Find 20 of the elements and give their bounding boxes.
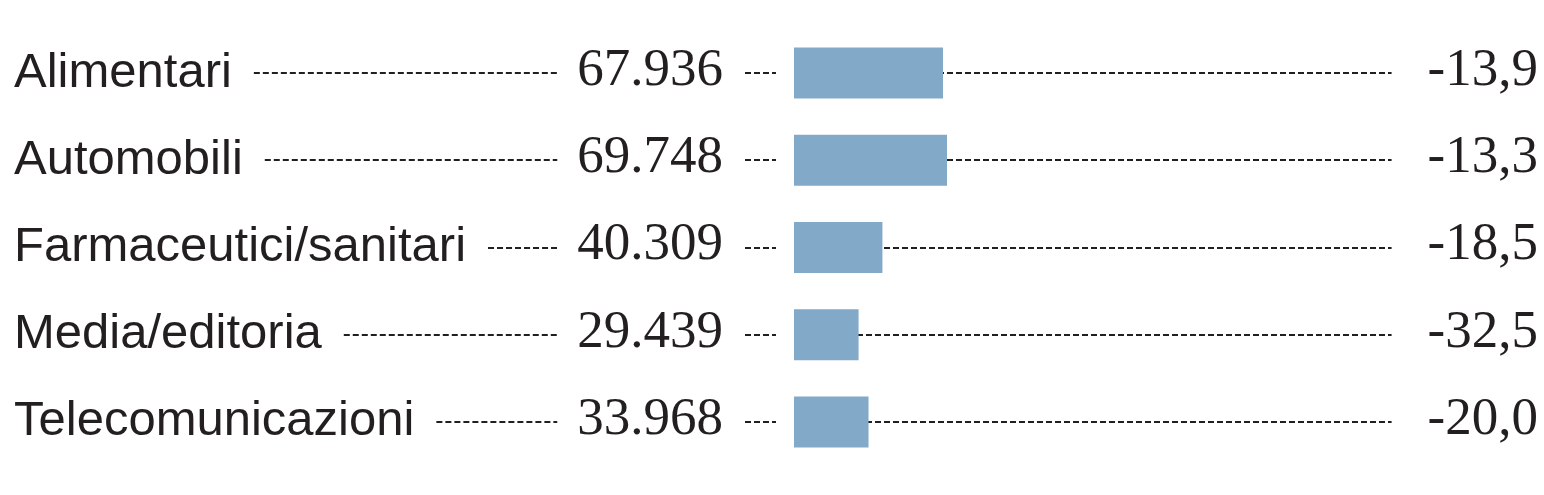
y-tick-label: Farmaceutici/sanitari [14,217,467,272]
data-label: 40.309 [577,212,723,271]
data-label: 29.439 [577,299,723,358]
bar [794,396,869,448]
bar [794,309,859,361]
y-tick-label: Automobili [14,129,243,184]
text: -13,9 [1427,37,1538,96]
bar [794,221,883,274]
data-label: 33.968 [577,386,723,445]
text: -13,3 [1427,125,1538,184]
text: -20,0 [1427,386,1538,445]
bar [794,47,944,99]
y-tick-label: Alimentari [14,42,232,97]
y-tick-label: Media/editoria [14,304,323,359]
text: -18,5 [1427,212,1538,271]
text: -32,5 [1427,299,1538,358]
bar [794,134,947,186]
data-label: 67.936 [577,37,723,96]
y-tick-label: Telecomunicazioni [14,391,415,446]
data-label: 69.748 [577,125,723,184]
